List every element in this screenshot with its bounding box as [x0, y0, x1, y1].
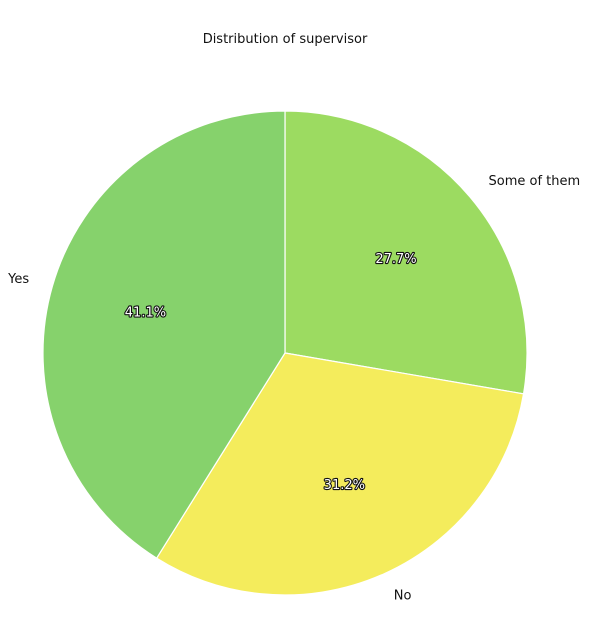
- percent-label-some-of-them: 27.7%: [375, 252, 416, 267]
- pie-slice-yes: [42, 110, 286, 559]
- pie-slice-no: [155, 352, 525, 596]
- slice-label-no: No: [394, 588, 412, 603]
- slice-label-some-of-them: Some of them: [489, 174, 581, 189]
- percent-label-yes: 41.1%: [125, 305, 166, 320]
- slices-group: [42, 110, 528, 596]
- pie-slice-some-of-them: [284, 110, 528, 395]
- outer-labels-group: Some of them No Yes: [7, 174, 580, 604]
- chart-title: Distribution of supervisor: [203, 32, 368, 47]
- percent-labels-group: 27.7% 31.2% 41.1%: [124, 251, 418, 494]
- percent-label-no: 31.2%: [324, 478, 365, 493]
- slice-label-yes: Yes: [7, 272, 29, 287]
